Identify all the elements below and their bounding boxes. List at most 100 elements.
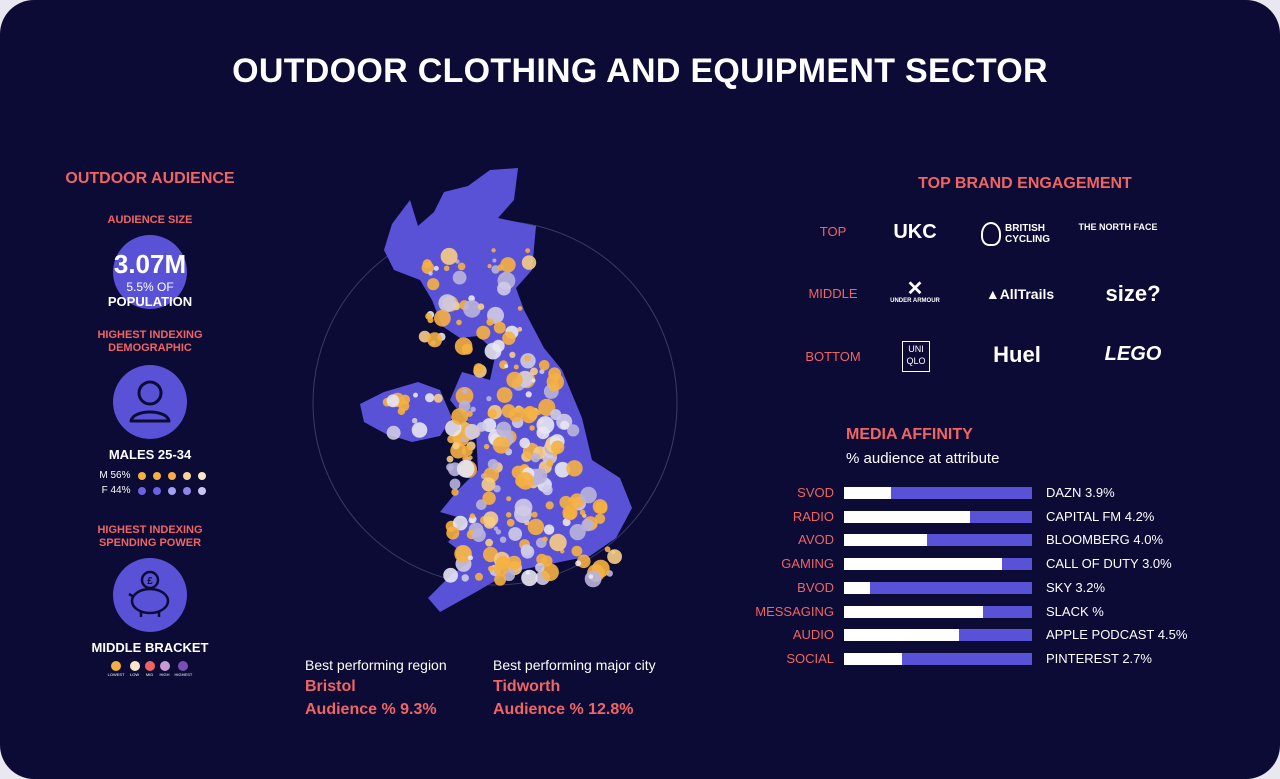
audience-size-population: POPULATION — [107, 294, 193, 309]
media-bar-fill — [844, 534, 927, 547]
map-dot — [476, 325, 491, 340]
map-dot — [535, 562, 545, 573]
spend-legend-item: LOW — [129, 661, 140, 677]
map-dot — [516, 472, 535, 490]
media-value: PINTEREST 2.7% — [1046, 650, 1152, 666]
map-dot — [575, 560, 582, 567]
map-dot — [548, 367, 561, 381]
map-dot — [428, 271, 433, 276]
spend-value: MIDDLE BRACKET — [91, 640, 209, 655]
map-dot — [525, 248, 531, 253]
map-dot — [543, 524, 555, 535]
map-dot — [542, 484, 553, 496]
demo-label-2: DEMOGRAPHIC — [108, 342, 192, 354]
map-dot — [505, 512, 512, 518]
demo-label-1: HIGHEST INDEXING — [97, 329, 203, 341]
map-dots — [382, 247, 622, 588]
brand-huel-logo: Huel — [993, 342, 1041, 367]
media-bar — [844, 510, 1032, 523]
male-dot — [197, 471, 206, 480]
map-dot — [546, 459, 554, 467]
male-dot — [152, 471, 161, 480]
map-dot — [554, 461, 571, 478]
brand-ukc-logo: UKC — [893, 221, 937, 243]
map-dot — [487, 264, 492, 269]
map-dot — [422, 259, 432, 269]
map-dot — [475, 572, 483, 581]
map-dot — [569, 524, 586, 541]
brand-british-cycling-logo: BRITISH CYCLING — [968, 222, 1078, 246]
map-dot — [502, 331, 516, 345]
map-dot — [483, 511, 499, 527]
map-dot — [440, 247, 458, 265]
map-dot — [552, 452, 557, 457]
spend-label-2: SPENDING POWER — [98, 537, 202, 549]
map-dot — [607, 549, 622, 564]
female-label: F 44% — [101, 485, 131, 496]
media-value: SLACK % — [1046, 603, 1104, 619]
audience-size-block: 3.07M 5.5% OF POPULATION — [40, 231, 260, 315]
spend-legend-item: HIGH — [159, 661, 170, 677]
best-city-audience: Audience % 12.8% — [493, 701, 634, 718]
map-dot — [494, 573, 507, 586]
map-dot — [530, 367, 538, 376]
map-dot — [521, 569, 538, 587]
map-dot — [504, 364, 509, 369]
audience-heading: OUTDOOR AUDIENCE — [65, 170, 235, 187]
map-dot — [549, 533, 567, 552]
map-dot — [531, 378, 536, 383]
map-dot — [497, 281, 511, 296]
map-dot — [500, 257, 516, 273]
map-dot — [411, 422, 428, 438]
map-dot — [562, 505, 578, 521]
brand-north-face-logo: THE NORTH FACE — [1078, 222, 1158, 232]
media-value: CALL OF DUTY 3.0% — [1046, 556, 1172, 572]
map-dot — [446, 526, 460, 540]
map-dot — [527, 518, 545, 536]
map-dot — [588, 574, 594, 579]
media-value: CAPITAL FM 4.2% — [1046, 508, 1155, 524]
spend-label-1: HIGHEST INDEXING — [97, 524, 203, 536]
brand-heading: TOP BRAND ENGAGEMENT — [918, 175, 1132, 192]
spend-legend-label: MID — [145, 672, 154, 677]
media-category: BVOD — [797, 579, 834, 595]
media-bar-fill — [844, 487, 891, 499]
map-dot — [470, 406, 476, 412]
map-dot — [536, 416, 555, 434]
media-value: DAZN 3.9% — [1046, 485, 1115, 500]
map-dot — [433, 393, 443, 403]
map-dot — [464, 424, 480, 440]
map-dot — [530, 453, 541, 463]
map-dot — [521, 255, 537, 270]
map-dot — [551, 440, 565, 454]
map-dot — [535, 409, 542, 416]
map-dot — [487, 409, 497, 419]
map-dot — [427, 332, 443, 348]
media-bar — [844, 534, 1032, 547]
best-city-value: Tidworth — [493, 678, 561, 695]
audience-size-pct: 5.5% OF — [126, 280, 174, 294]
map-dot — [462, 455, 469, 462]
media-category: MESSAGING — [755, 603, 834, 619]
spend-legend-item: LOWEST — [108, 661, 125, 677]
map-dot — [438, 294, 457, 312]
map-dot — [508, 407, 524, 423]
media-bar-fill — [844, 629, 959, 642]
audience-size-value: 3.07M — [113, 249, 187, 279]
map-dot — [604, 546, 611, 553]
male-dot — [137, 471, 146, 480]
female-dot — [152, 486, 161, 495]
media-bar-fill — [844, 652, 903, 665]
spend-legend-dot — [129, 661, 140, 671]
media-row: AVOD BLOOMBERG 4.0% — [740, 532, 1200, 547]
map-dot — [514, 505, 532, 524]
female-dots — [137, 486, 206, 495]
best-region-label: Best performing region — [305, 657, 447, 673]
media-row: GAMING CALL OF DUTY 3.0% — [740, 556, 1200, 572]
map-dot — [581, 518, 594, 532]
map-dot — [542, 536, 548, 543]
map-dot — [524, 354, 531, 362]
male-dots-row: M 56% — [40, 470, 260, 481]
map-dot — [488, 565, 494, 572]
